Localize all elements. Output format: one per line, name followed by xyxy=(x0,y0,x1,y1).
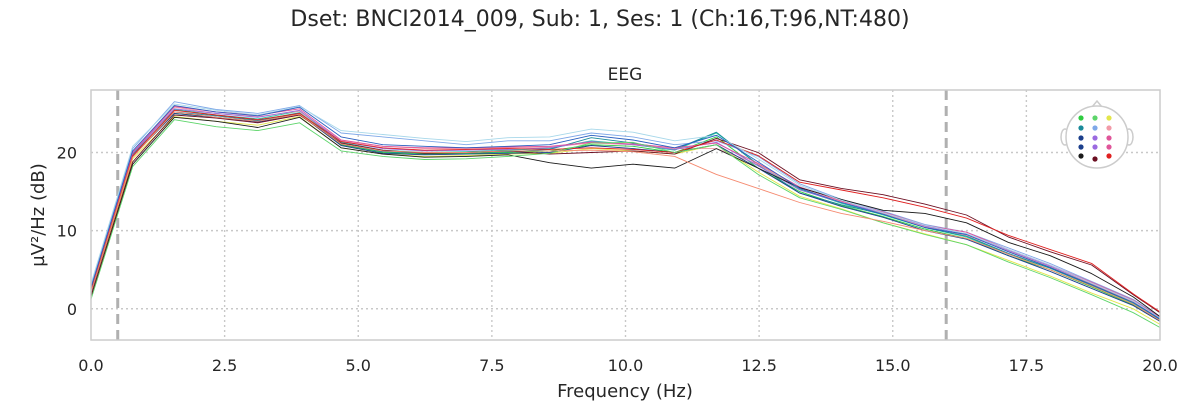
series-line-12 xyxy=(90,109,1161,313)
sensor-dot xyxy=(1078,125,1084,131)
series-line-14 xyxy=(90,103,1161,319)
chart-subtitle: EEG xyxy=(608,65,643,85)
sensor-dot xyxy=(1078,135,1084,141)
x-tick-label: 20.0 xyxy=(1142,356,1178,375)
chart-title: Dset: BNCI2014_009, Sub: 1, Ses: 1 (Ch:1… xyxy=(290,7,909,32)
grid xyxy=(91,90,1160,340)
series-line-10 xyxy=(90,116,1161,317)
y-tick-label: 10 xyxy=(57,222,77,241)
sensor-dot xyxy=(1092,144,1098,150)
series-line-7 xyxy=(90,112,1161,322)
sensor-layout-inset xyxy=(1060,99,1134,169)
series-line-16 xyxy=(90,111,1161,321)
x-tick-label: 10.0 xyxy=(608,356,644,375)
x-tick-label: 17.5 xyxy=(1009,356,1045,375)
y-tick-label: 20 xyxy=(57,144,77,163)
x-tick-label: 12.5 xyxy=(741,356,777,375)
x-axis-ticks: 0.0 2.5 5.0 7.5 10.0 12.5 15.0 17.5 20.0 xyxy=(78,356,1178,375)
sensor-dot xyxy=(1092,125,1098,131)
series-line-5 xyxy=(90,101,1161,317)
y-axis-label: µV²/Hz (dB) xyxy=(28,163,49,267)
x-axis-label: Frequency (Hz) xyxy=(557,381,693,402)
series-line-8 xyxy=(90,108,1161,319)
sensor-dot xyxy=(1078,153,1084,159)
x-tick-label: 15.0 xyxy=(875,356,911,375)
x-tick-label: 2.5 xyxy=(212,356,237,375)
series-line-13 xyxy=(90,119,1161,328)
series-line-15 xyxy=(90,105,1161,320)
sensor-dot xyxy=(1106,153,1112,159)
data-series xyxy=(90,101,1161,328)
plot-frame xyxy=(90,89,1161,341)
x-tick-label: 7.5 xyxy=(479,356,504,375)
sensor-dot xyxy=(1106,144,1112,150)
reference-lines xyxy=(116,90,948,340)
y-axis-ticks: 0 10 20 xyxy=(57,144,77,319)
sensor-dot xyxy=(1078,144,1084,150)
sensor-dot xyxy=(1106,125,1112,131)
sensor-dot xyxy=(1106,135,1112,141)
y-tick-label: 0 xyxy=(67,300,77,319)
sensor-dot xyxy=(1092,135,1098,141)
x-tick-label: 5.0 xyxy=(346,356,371,375)
sensor-dot xyxy=(1106,115,1112,121)
x-tick-label: 0.0 xyxy=(78,356,103,375)
sensor-dot xyxy=(1078,115,1084,121)
sensor-dot xyxy=(1092,115,1098,121)
sensor-dot xyxy=(1092,156,1098,162)
